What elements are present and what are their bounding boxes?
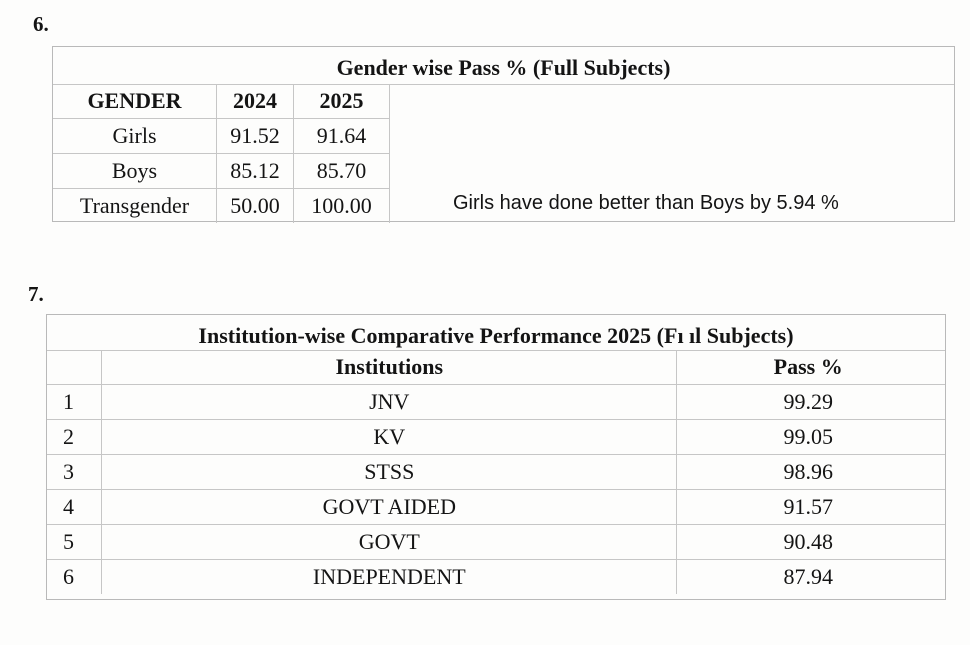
pass-percent-cell: 99.29 — [676, 384, 945, 420]
institution-cell: GOVT AIDED — [101, 489, 678, 525]
institution-cell: INDEPENDENT — [101, 559, 678, 594]
institution-cell: GOVT — [101, 524, 678, 560]
table-row: 4 GOVT AIDED 91.57 — [47, 489, 945, 525]
pass-2025-cell: 85.70 — [293, 153, 390, 189]
table-header-row: Institutions Pass % — [47, 350, 945, 385]
pass-percent-cell: 90.48 — [676, 524, 945, 560]
gender-pass-table: GENDER 2024 2025 Girls 91.52 91.64 Boys … — [53, 84, 390, 223]
header-serial — [47, 350, 103, 385]
pass-2025-cell: 91.64 — [293, 118, 390, 154]
pass-2024-cell: 91.52 — [216, 118, 294, 154]
header-pass-percent: Pass % — [676, 350, 945, 385]
pass-2024-cell: 50.00 — [216, 188, 294, 223]
gender-cell: Transgender — [53, 188, 217, 223]
table-header-row: GENDER 2024 2025 — [53, 84, 390, 119]
table-row: 5 GOVT 90.48 — [47, 524, 945, 560]
table-row: 3 STSS 98.96 — [47, 454, 945, 490]
pass-2024-cell: 85.12 — [216, 153, 294, 189]
gender-comparison-note: Girls have done better than Boys by 5.94… — [453, 192, 839, 214]
table-row: 2 KV 99.05 — [47, 419, 945, 455]
pass-percent-cell: 99.05 — [676, 419, 945, 455]
serial-cell: 1 — [47, 384, 103, 420]
institution-cell: KV — [101, 419, 678, 455]
institution-cell: JNV — [101, 384, 678, 420]
institution-cell: STSS — [101, 454, 678, 490]
header-gender: GENDER — [53, 84, 217, 119]
gender-cell: Boys — [53, 153, 217, 189]
header-2025: 2025 — [293, 84, 390, 119]
table-row: Transgender 50.00 100.00 — [53, 188, 390, 223]
gender-cell: Girls — [53, 118, 217, 154]
serial-cell: 2 — [47, 419, 103, 455]
pass-percent-cell: 91.57 — [676, 489, 945, 525]
pass-percent-cell: 87.94 — [676, 559, 945, 594]
serial-cell: 4 — [47, 489, 103, 525]
table-row: Boys 85.12 85.70 — [53, 153, 390, 189]
pass-percent-cell: 98.96 — [676, 454, 945, 490]
section-6-number: 6. — [33, 12, 49, 36]
institution-table: Institutions Pass % 1 JNV 99.29 2 KV 99.… — [47, 350, 945, 594]
serial-cell: 3 — [47, 454, 103, 490]
table-row: 6 INDEPENDENT 87.94 — [47, 559, 945, 594]
institution-table-title: Institution-wise Comparative Performance… — [47, 315, 945, 351]
header-institutions: Institutions — [101, 350, 678, 385]
serial-cell: 6 — [47, 559, 103, 594]
table-row: 1 JNV 99.29 — [47, 384, 945, 420]
institution-table-box: Institution-wise Comparative Performance… — [46, 314, 946, 600]
section-7-number: 7. — [28, 282, 44, 306]
gender-pass-table-title: Gender wise Pass % (Full Subjects) — [53, 47, 954, 85]
table-row: Girls 91.52 91.64 — [53, 118, 390, 154]
pass-2025-cell: 100.00 — [293, 188, 390, 223]
gender-pass-table-box: Gender wise Pass % (Full Subjects) GENDE… — [52, 46, 955, 223]
header-2024: 2024 — [216, 84, 294, 119]
serial-cell: 5 — [47, 524, 103, 560]
